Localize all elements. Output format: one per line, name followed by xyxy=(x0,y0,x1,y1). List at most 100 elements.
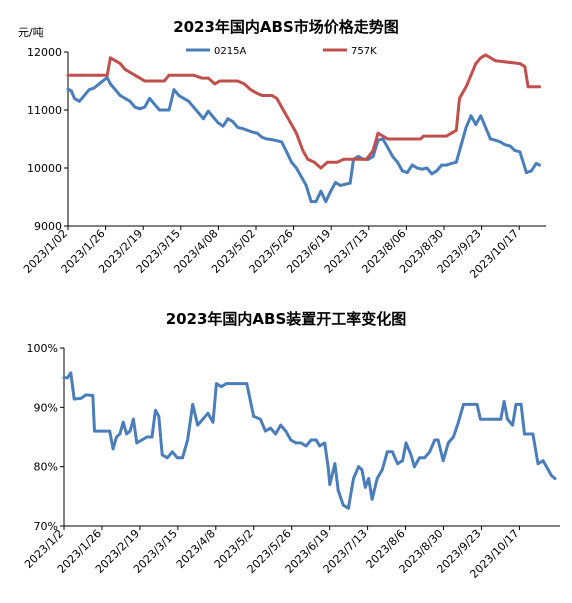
data-point-0215a xyxy=(123,97,127,100)
data-point-series-0 xyxy=(341,503,345,507)
data-point-0215a xyxy=(459,143,463,147)
data-point-757k xyxy=(326,160,329,164)
data-point-series-0 xyxy=(531,432,535,436)
data-point-series-0 xyxy=(62,376,66,380)
price-legend: 0215A 757K xyxy=(186,46,377,57)
data-point-series-0 xyxy=(391,450,394,454)
data-point-0215a xyxy=(73,97,76,100)
data-point-0215a xyxy=(348,181,352,185)
data-point-0215a xyxy=(381,137,385,141)
data-point-0215a xyxy=(211,115,215,119)
data-point-0215a xyxy=(525,171,528,175)
data-point-0215a xyxy=(192,105,196,109)
data-point-series-0 xyxy=(128,429,132,433)
data-point-757k xyxy=(538,85,541,89)
data-point-0215a xyxy=(92,86,96,90)
data-point-0215a xyxy=(513,149,517,153)
data-point-series-0 xyxy=(352,477,355,480)
price-y-unit: 元/吨 xyxy=(18,26,44,39)
data-point-series-0 xyxy=(91,394,95,397)
data-point-series-0 xyxy=(401,459,404,463)
data-point-series-0 xyxy=(519,403,523,406)
data-point-series-0 xyxy=(333,462,337,466)
data-point-series-0 xyxy=(360,468,364,471)
data-point-0215a xyxy=(295,166,298,170)
data-point-series-0 xyxy=(375,477,379,480)
data-point-series-0 xyxy=(206,411,210,415)
data-point-series-0 xyxy=(115,435,118,439)
data-point-0215a xyxy=(420,167,424,171)
data-point-0215a xyxy=(133,105,137,109)
data-point-0215a xyxy=(148,97,152,100)
data-point-757k xyxy=(376,131,380,135)
data-point-0215a xyxy=(290,160,293,164)
data-point-series-0 xyxy=(545,465,548,469)
data-point-0215a xyxy=(265,137,269,141)
y-tick-label: 80% xyxy=(34,461,58,474)
data-point-series-0 xyxy=(79,397,83,400)
data-point-series-0 xyxy=(145,435,149,439)
data-point-0215a xyxy=(329,189,333,193)
data-point-series-0 xyxy=(274,432,277,436)
data-point-0215a xyxy=(143,105,147,109)
y-tick-label: 9000 xyxy=(34,220,62,233)
y-tick-label: 100% xyxy=(27,342,58,355)
data-point-series-0 xyxy=(191,403,195,406)
data-point-0215a xyxy=(206,109,210,113)
data-point-757k xyxy=(489,56,492,60)
data-point-757k xyxy=(295,131,298,135)
data-point-757k xyxy=(335,160,339,164)
data-point-0215a xyxy=(334,181,337,184)
data-point-0215a xyxy=(153,102,156,106)
data-point-series-0 xyxy=(125,432,128,436)
data-point-757k xyxy=(281,108,285,112)
data-point-757k xyxy=(494,59,497,63)
y-tick-label: 11000 xyxy=(27,104,62,117)
data-point-757k xyxy=(450,131,453,135)
data-point-757k xyxy=(474,62,478,65)
data-point-757k xyxy=(96,73,99,77)
data-point-series-0 xyxy=(299,441,303,445)
data-point-series-0 xyxy=(452,435,455,439)
y-tick-label: 10000 xyxy=(27,162,62,175)
data-point-757k xyxy=(275,97,279,100)
data-point-series-0 xyxy=(499,417,503,421)
data-point-0215a xyxy=(503,143,507,147)
data-point-series-0 xyxy=(309,438,313,442)
data-point-series-0 xyxy=(514,403,518,406)
data-point-757k xyxy=(386,137,390,141)
data-point-0215a xyxy=(275,139,279,143)
data-point-0215a xyxy=(138,107,142,111)
data-point-757k xyxy=(365,157,368,161)
data-point-0215a xyxy=(66,87,70,91)
data-point-series-0 xyxy=(418,456,421,460)
data-point-series-0 xyxy=(314,438,318,442)
data-point-series-0 xyxy=(118,432,122,436)
data-point-757k xyxy=(371,149,375,153)
data-point-0215a xyxy=(343,182,347,186)
data-point-series-0 xyxy=(132,417,135,421)
data-point-757k xyxy=(422,134,425,138)
data-point-757k xyxy=(105,73,109,77)
y-tick-label: 12000 xyxy=(27,46,62,59)
data-point-0215a xyxy=(82,94,86,97)
data-point-757k xyxy=(479,56,483,60)
data-point-series-0 xyxy=(170,450,174,454)
data-point-series-0 xyxy=(363,486,367,489)
data-point-757k xyxy=(484,53,487,57)
data-point-0215a xyxy=(435,169,439,173)
data-point-0215a xyxy=(484,126,487,129)
data-point-series-0 xyxy=(181,456,184,460)
data-point-0215a xyxy=(309,200,313,204)
data-point-series-0 xyxy=(528,432,531,436)
data-point-0215a xyxy=(197,111,200,115)
data-point-series-0 xyxy=(160,453,164,457)
y-tick-label: 90% xyxy=(34,401,58,414)
data-point-series-0 xyxy=(396,462,399,466)
data-point-757k xyxy=(301,149,305,153)
data-point-757k xyxy=(342,157,346,161)
data-point-0215a xyxy=(226,117,230,121)
data-point-0215a xyxy=(430,172,434,176)
data-point-757k xyxy=(192,73,196,77)
data-point-series-0 xyxy=(245,382,249,385)
